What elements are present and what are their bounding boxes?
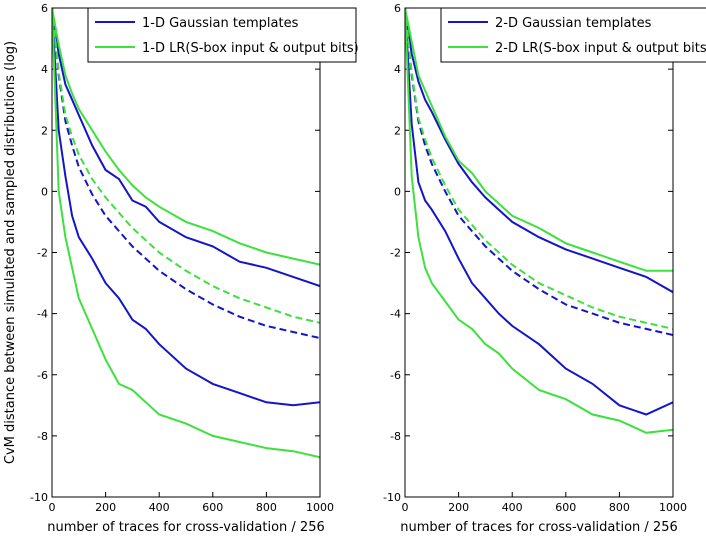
- y-tick-label: -10: [30, 491, 48, 504]
- legend-label: 1-D Gaussian templates: [142, 16, 299, 31]
- y-axis-label: CvM distance between simulated and sampl…: [3, 41, 18, 464]
- series-line: [52, 8, 320, 288]
- legend-box: [87, 7, 357, 63]
- x-tick-label: 0: [49, 501, 56, 514]
- plot-area: [405, 8, 673, 497]
- y-tick-label: 2: [41, 124, 48, 137]
- series-line: [52, 8, 320, 459]
- series-line: [405, 8, 673, 272]
- series-line: [52, 8, 320, 266]
- y-tick-label: -2: [37, 247, 48, 260]
- x-axis-label: number of traces for cross-validation / …: [400, 520, 678, 535]
- x-tick-label: 200: [95, 501, 116, 514]
- x-tick-label: 800: [609, 501, 630, 514]
- x-tick-label: 600: [555, 501, 576, 514]
- y-tick-label: 2: [394, 124, 401, 137]
- x-tick-label: 600: [202, 501, 223, 514]
- legend-label: 2-D Gaussian templates: [495, 16, 652, 31]
- y-tick-label: -4: [390, 308, 401, 321]
- series-line: [405, 8, 673, 434]
- y-tick-label: -6: [390, 369, 401, 382]
- y-tick-label: -4: [37, 308, 48, 321]
- x-tick-label: 1000: [659, 501, 687, 514]
- y-tick-label: -8: [390, 430, 401, 443]
- x-tick-label: 800: [256, 501, 277, 514]
- legend-box: [440, 7, 706, 63]
- series-line: [405, 8, 673, 416]
- y-tick-label: -2: [390, 247, 401, 260]
- legend-label: 2-D LR(S-box input & output bits): [495, 41, 706, 56]
- series-line: [405, 8, 673, 330]
- x-tick-label: 200: [448, 501, 469, 514]
- series-line: [52, 8, 320, 407]
- legend-label: 1-D LR(S-box input & output bits): [142, 41, 359, 56]
- x-tick-label: 1000: [306, 501, 334, 514]
- series-line: [52, 8, 320, 324]
- plot-area: [52, 8, 320, 497]
- series-line: [52, 8, 320, 340]
- y-tick-label: 6: [41, 2, 48, 15]
- x-tick-label: 0: [402, 501, 409, 514]
- y-tick-label: -10: [383, 491, 401, 504]
- y-tick-label: -8: [37, 430, 48, 443]
- y-tick-label: 0: [394, 185, 401, 198]
- y-tick-label: 4: [41, 63, 48, 76]
- y-tick-label: 0: [41, 185, 48, 198]
- y-tick-label: 6: [394, 2, 401, 15]
- x-tick-label: 400: [149, 501, 170, 514]
- x-tick-label: 400: [502, 501, 523, 514]
- y-tick-label: -6: [37, 369, 48, 382]
- series-line: [405, 8, 673, 294]
- y-tick-label: 4: [394, 63, 401, 76]
- x-axis-label: number of traces for cross-validation / …: [47, 520, 325, 535]
- series-line: [405, 8, 673, 336]
